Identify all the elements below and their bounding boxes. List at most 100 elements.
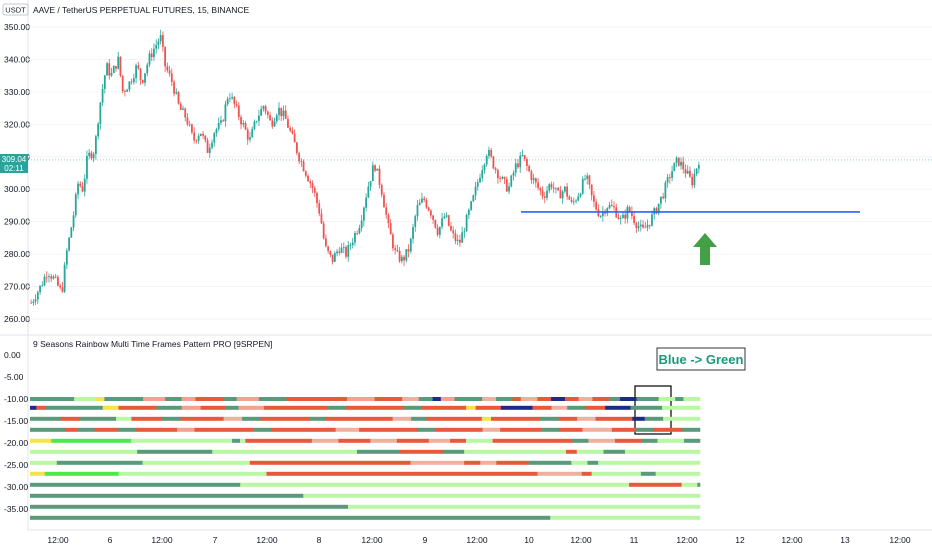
candle[interactable] xyxy=(65,248,68,270)
candle[interactable] xyxy=(512,170,515,181)
candle[interactable] xyxy=(280,107,283,121)
candle[interactable] xyxy=(581,176,584,195)
candle[interactable] xyxy=(307,173,309,182)
candle[interactable] xyxy=(43,273,46,287)
candle[interactable] xyxy=(557,186,560,192)
candle[interactable] xyxy=(577,192,580,202)
candle[interactable] xyxy=(648,224,651,230)
candle[interactable] xyxy=(668,173,671,184)
candle[interactable] xyxy=(501,175,504,180)
candle[interactable] xyxy=(34,294,37,306)
candle[interactable] xyxy=(313,185,316,198)
candle[interactable] xyxy=(349,242,352,250)
candle[interactable] xyxy=(566,182,569,200)
candle[interactable] xyxy=(445,212,448,219)
candle[interactable] xyxy=(383,191,385,208)
candle[interactable] xyxy=(206,137,209,154)
candle[interactable] xyxy=(644,221,647,229)
candle[interactable] xyxy=(188,120,191,127)
candle[interactable] xyxy=(389,219,392,235)
candle[interactable] xyxy=(275,113,278,124)
candle[interactable] xyxy=(83,174,86,197)
candle[interactable] xyxy=(50,273,53,282)
candle[interactable] xyxy=(677,157,680,167)
candle[interactable] xyxy=(63,262,66,293)
candle[interactable] xyxy=(467,208,470,219)
candle[interactable] xyxy=(635,221,638,234)
candle[interactable] xyxy=(570,196,573,204)
candle[interactable] xyxy=(146,62,149,77)
candle[interactable] xyxy=(86,150,88,184)
candle[interactable] xyxy=(378,165,381,189)
candle[interactable] xyxy=(222,119,225,122)
candle[interactable] xyxy=(92,151,95,163)
candle[interactable] xyxy=(362,206,365,227)
candle[interactable] xyxy=(412,223,414,244)
candle[interactable] xyxy=(409,237,412,254)
candle[interactable] xyxy=(441,212,443,230)
candle[interactable] xyxy=(371,161,374,182)
candle[interactable] xyxy=(622,212,624,219)
candle[interactable] xyxy=(613,201,615,211)
candle[interactable] xyxy=(673,162,676,172)
candle[interactable] xyxy=(309,179,312,189)
candle[interactable] xyxy=(170,68,173,87)
candle[interactable] xyxy=(387,213,390,229)
candle[interactable] xyxy=(503,176,506,184)
candle[interactable] xyxy=(264,104,267,115)
candle[interactable] xyxy=(421,192,423,204)
candle[interactable] xyxy=(331,254,334,265)
candle[interactable] xyxy=(505,176,508,193)
candle[interactable] xyxy=(130,78,133,85)
candle[interactable] xyxy=(164,46,167,73)
candle[interactable] xyxy=(380,183,383,198)
candle[interactable] xyxy=(157,38,160,50)
candle[interactable] xyxy=(510,174,513,188)
candle[interactable] xyxy=(193,127,196,144)
candle[interactable] xyxy=(429,208,432,219)
candle[interactable] xyxy=(626,204,629,224)
candle[interactable] xyxy=(228,92,231,103)
candle[interactable] xyxy=(532,173,535,185)
candle[interactable] xyxy=(575,199,577,204)
candle[interactable] xyxy=(452,226,455,239)
candle[interactable] xyxy=(186,113,189,127)
candle[interactable] xyxy=(173,79,175,97)
candle[interactable] xyxy=(177,91,180,105)
candle[interactable] xyxy=(150,48,153,61)
candle[interactable] xyxy=(347,241,350,262)
candle[interactable] xyxy=(523,154,526,162)
candle[interactable] xyxy=(240,114,242,130)
candle[interactable] xyxy=(637,221,640,232)
candle[interactable] xyxy=(619,215,622,225)
candle[interactable] xyxy=(479,173,481,184)
price-axis[interactable]: 350.00340.00330.00320.00310.00300.00290.… xyxy=(4,22,932,324)
candle[interactable] xyxy=(273,117,276,127)
candle[interactable] xyxy=(369,181,372,191)
candle[interactable] xyxy=(289,125,292,133)
candle[interactable] xyxy=(595,198,598,211)
candle[interactable] xyxy=(182,105,184,111)
candle[interactable] xyxy=(425,197,428,209)
candle[interactable] xyxy=(199,133,202,137)
candle[interactable] xyxy=(427,206,430,212)
candle[interactable] xyxy=(59,283,62,290)
candle[interactable] xyxy=(226,96,229,107)
candle[interactable] xyxy=(472,194,475,202)
candle[interactable] xyxy=(653,206,656,220)
candle[interactable] xyxy=(642,220,644,229)
candle[interactable] xyxy=(70,226,73,238)
candle[interactable] xyxy=(57,275,59,287)
candle[interactable] xyxy=(662,192,665,200)
candle[interactable] xyxy=(144,73,146,87)
candle[interactable] xyxy=(208,143,211,158)
candle[interactable] xyxy=(110,67,113,77)
candle[interactable] xyxy=(396,244,399,253)
candle[interactable] xyxy=(454,229,457,245)
candle[interactable] xyxy=(327,245,330,254)
currency-badge[interactable]: USDT xyxy=(2,3,29,16)
candle[interactable] xyxy=(237,102,240,121)
candle[interactable] xyxy=(295,141,298,156)
candle[interactable] xyxy=(316,191,318,208)
